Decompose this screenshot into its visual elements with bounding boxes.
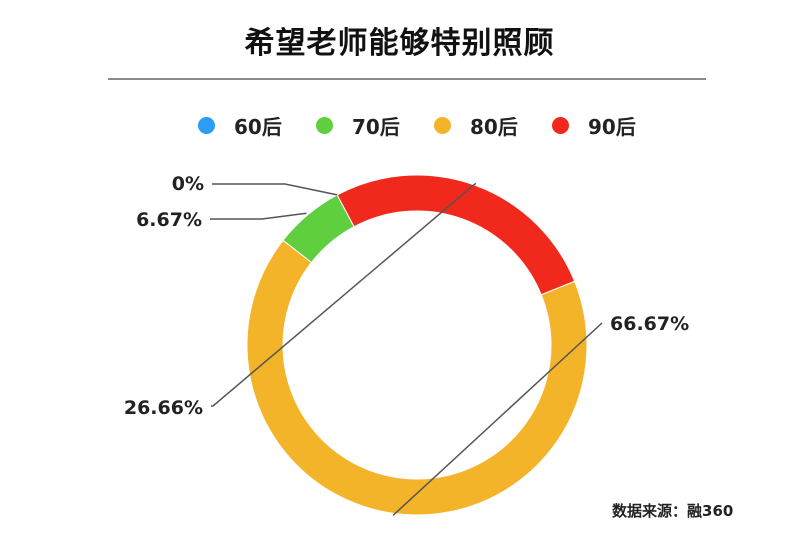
leader-line-90	[211, 182, 477, 407]
donut-slice-80	[246, 239, 588, 516]
donut-slice-90	[336, 174, 576, 296]
data-source-note: 数据来源：融360	[612, 502, 734, 520]
data-label-70: 6.67%	[136, 209, 202, 231]
legend-item-90: 90后	[552, 110, 636, 140]
legend-item-70: 70后	[316, 110, 400, 140]
legend-item-80: 80后	[434, 110, 518, 140]
legend-item-60: 60后	[198, 110, 282, 140]
data-label-60: 0%	[172, 173, 204, 195]
legend-label-90: 90后	[588, 114, 636, 139]
chart-title: 希望老师能够特别照顾	[244, 26, 555, 61]
data-label-80: 66.67%	[610, 313, 689, 335]
legend-label-80: 80后	[470, 114, 518, 139]
data-label-90: 26.66%	[124, 397, 203, 419]
leader-line-80	[392, 322, 603, 516]
donut-leader-lines	[210, 182, 603, 516]
legend-label-60: 60后	[234, 114, 282, 139]
legend-swatch-90	[552, 116, 569, 134]
legend-swatch-80	[434, 116, 451, 134]
legend-label-70: 70后	[352, 114, 400, 139]
title-divider	[108, 78, 706, 80]
donut-data-labels: 0% 6.67% 66.67% 26.66%	[124, 173, 689, 419]
legend-swatch-70	[316, 116, 333, 134]
leader-line-70	[210, 212, 307, 220]
legend-swatch-60	[198, 116, 215, 134]
leader-line-60	[212, 183, 338, 196]
donut-slices	[246, 174, 588, 516]
chart-legend: 60后 70后 80后 90后	[0, 110, 799, 140]
